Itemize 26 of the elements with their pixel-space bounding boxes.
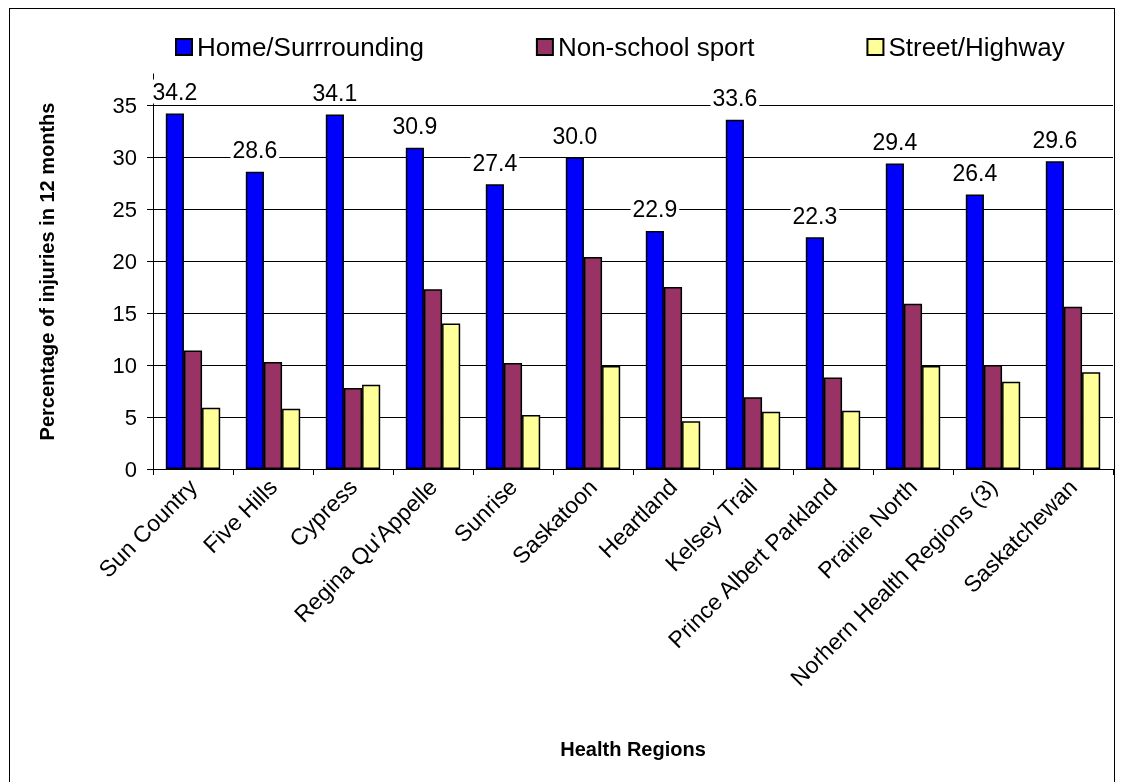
data-label: 29.6: [1032, 126, 1078, 153]
data-label: 22.3: [792, 202, 838, 229]
data-label: 34.1: [312, 80, 358, 107]
y-tick-label: 5: [124, 404, 137, 430]
data-label: 29.4: [872, 128, 918, 155]
x-axis-title: Health Regions: [560, 738, 706, 760]
data-label: 28.6: [232, 137, 278, 164]
y-tick-label: 0: [124, 456, 137, 482]
y-tick-label: 30: [112, 144, 137, 170]
y-tick-label: 15: [112, 300, 137, 326]
data-label: 33.6: [712, 85, 758, 112]
y-tick-label: 25: [112, 196, 137, 222]
data-label: 34.2: [152, 79, 198, 105]
data-label: 26.4: [952, 160, 998, 187]
data-label: 22.9: [632, 196, 678, 223]
x-tick-label: Five Hills: [197, 473, 283, 559]
data-label: 30.0: [552, 122, 598, 149]
y-axis-title: Percentage of injuries in 12 months: [36, 102, 58, 441]
y-tick-label: 20: [112, 248, 137, 274]
legend-label: Non-school sport: [557, 32, 756, 62]
data-label: 27.4: [472, 149, 518, 176]
y-tick-label: 10: [112, 352, 137, 378]
legend-label: Home/Surrrounding: [197, 32, 424, 62]
y-tick-label: 35: [112, 92, 137, 118]
data-label: 30.9: [392, 113, 438, 140]
legend-label: Street/Highway: [888, 32, 1065, 62]
